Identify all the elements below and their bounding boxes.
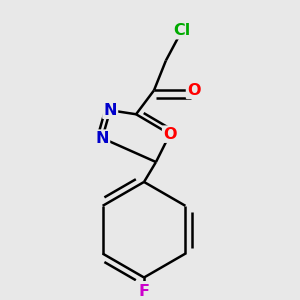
Text: N: N <box>103 103 117 118</box>
Text: F: F <box>139 284 149 299</box>
Text: N: N <box>95 130 109 146</box>
Text: O: O <box>187 83 200 98</box>
Text: O: O <box>163 127 177 142</box>
Text: Cl: Cl <box>173 23 190 38</box>
